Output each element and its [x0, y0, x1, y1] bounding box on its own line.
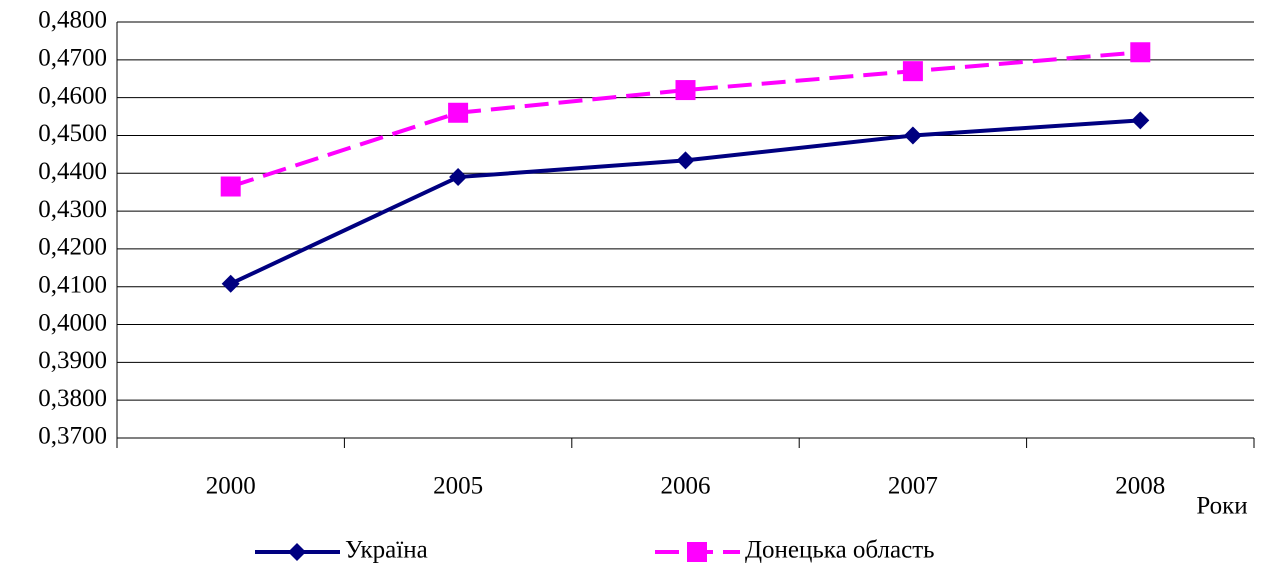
data-point: [221, 274, 240, 293]
legend-marker: [288, 543, 306, 561]
series-line: [230, 50, 1141, 189]
legend-label: Донецька область: [745, 537, 935, 564]
data-point: [448, 102, 469, 123]
x-tick-label: 2005: [433, 473, 483, 500]
x-tick-label: 2007: [888, 473, 938, 500]
x-axis-title: Роки: [1196, 493, 1247, 520]
x-tick-label: 2000: [206, 473, 256, 500]
y-tick-label: 0,4400: [38, 158, 107, 185]
y-tick-label: 0,4800: [38, 7, 107, 34]
y-tick-label: 0,4500: [38, 120, 107, 147]
y-tick-label: 0,3900: [38, 347, 107, 374]
x-tick-label: 2008: [1115, 473, 1165, 500]
data-point: [220, 176, 241, 197]
y-tick-label: 0,4200: [38, 234, 107, 261]
y-tick-label: 0,4000: [38, 309, 107, 336]
data-point: [449, 168, 468, 187]
data-point: [903, 126, 922, 145]
legend-label: Україна: [345, 537, 428, 564]
y-tick-label: 0,4600: [38, 82, 107, 109]
y-tick-label: 0,4700: [38, 45, 107, 72]
data-point: [902, 61, 923, 82]
data-point: [1131, 111, 1150, 130]
y-tick-label: 0,3700: [38, 423, 107, 450]
data-point: [1130, 42, 1151, 63]
data-point: [676, 151, 695, 170]
data-point: [675, 80, 696, 101]
y-tick-label: 0,4300: [38, 196, 107, 223]
y-tick-label: 0,3800: [38, 385, 107, 412]
y-tick-label: 0,4100: [38, 271, 107, 298]
series-line: [229, 118, 1141, 286]
x-tick-label: 2006: [661, 473, 711, 500]
legend-marker: [687, 542, 707, 562]
